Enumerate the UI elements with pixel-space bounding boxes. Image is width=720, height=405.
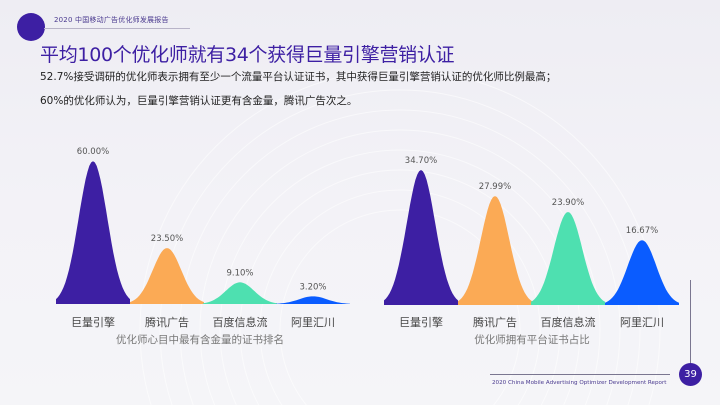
chart-caption: 优化师拥有平台证书占比 [474,333,590,346]
peak-4 [605,240,679,305]
value-label: 27.99% [479,182,511,192]
chart-certificate-ownership: 34.70% 巨量引擎 27.99% 腾讯广告 23.90% 百度信息流 16.67% 阿里汇… [384,156,679,346]
right-vertical-divider [690,280,691,366]
value-label: 34.70% [405,156,437,166]
description-line-1: 52.7%接受调研的优化师表示拥有至少一个流量平台认证证书，其中获得巨量引擎营销… [40,71,557,83]
value-label: 16.67% [626,226,658,236]
peak-1 [56,161,130,304]
category-label: 阿里汇川 [620,316,664,329]
value-label: 23.90% [552,198,584,208]
description-line-2: 60%的优化师认为，巨量引擎营销认证更有含金量，腾讯广告次之。 [40,95,358,107]
category-label: 腾讯广告 [145,315,189,329]
peak-4 [276,296,350,304]
chart-caption: 优化师心目中最有含金量的证书排名 [116,333,284,346]
footer-report-name: 2020 China Mobile Advertising Optimizer … [492,380,667,386]
peak-2 [458,196,532,305]
value-label: 3.20% [299,282,326,292]
footer-divider [490,374,670,375]
category-label: 腾讯广告 [473,315,517,329]
value-label: 23.50% [151,234,183,244]
category-label: 百度信息流 [541,315,596,329]
peak-3 [531,212,605,305]
peak-1 [384,170,458,305]
peak-2 [130,248,204,304]
report-title: 2020 中国移动广告优化师发展报告 [54,16,169,24]
category-label: 阿里汇川 [291,316,335,329]
value-label: 60.00% [77,147,109,157]
category-label: 巨量引擎 [71,315,115,329]
header-circle-decoration [17,13,45,41]
peak-3 [203,282,277,304]
slide-title: 平均100个优化师就有34个获得巨量引擎营销认证 [40,44,455,66]
header-divider [44,28,190,29]
category-label: 巨量引擎 [399,315,443,329]
value-label: 9.10% [226,268,253,278]
page-number-badge: 39 [679,363,702,386]
category-label: 百度信息流 [213,315,268,329]
chart-certificate-value-ranking: 60.00% 巨量引擎 23.50% 腾讯广告 9.10% 百度信息流 3.20% 阿里汇川优… [56,147,350,346]
